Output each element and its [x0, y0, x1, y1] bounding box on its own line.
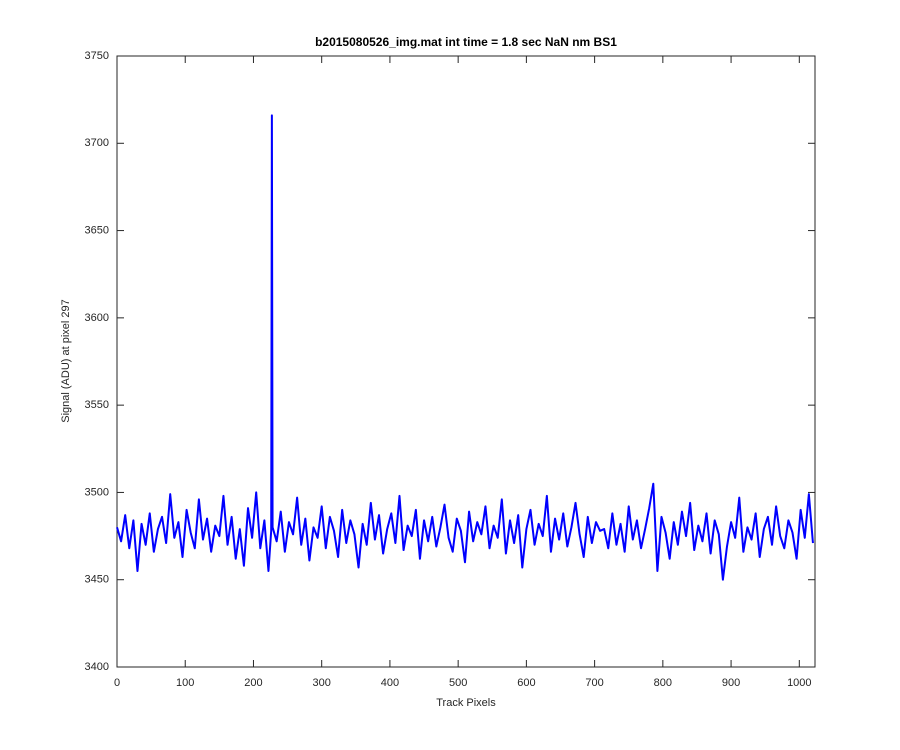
- x-axis-label: Track Pixels: [436, 697, 496, 709]
- x-tick-label: 200: [244, 677, 262, 689]
- x-tick-label: 1000: [787, 677, 811, 689]
- y-tick-label: 3600: [85, 312, 109, 324]
- x-tick-label: 800: [654, 677, 672, 689]
- plot-frame: [116, 55, 816, 668]
- x-tick-label: 0: [114, 677, 120, 689]
- y-tick-label: 3700: [85, 137, 109, 149]
- x-tick-label: 500: [449, 677, 467, 689]
- y-tick-label: 3450: [85, 574, 109, 586]
- x-tick-label: 300: [313, 677, 331, 689]
- y-tick-label: 3650: [85, 224, 109, 236]
- x-tick-label: 400: [381, 677, 399, 689]
- y-tick-label: 3750: [85, 50, 109, 62]
- x-tick-label: 600: [517, 677, 535, 689]
- x-tick-label: 700: [585, 677, 603, 689]
- y-tick-label: 3550: [85, 399, 109, 411]
- y-tick-label: 3400: [85, 661, 109, 673]
- x-tick-label: 900: [722, 677, 740, 689]
- x-tick-label: 100: [176, 677, 194, 689]
- chart-title: b2015080526_img.mat int time = 1.8 sec N…: [315, 35, 617, 49]
- y-tick-label: 3500: [85, 486, 109, 498]
- y-axis-label: Signal (ADU) at pixel 297: [60, 299, 72, 423]
- signal-line: [116, 114, 814, 581]
